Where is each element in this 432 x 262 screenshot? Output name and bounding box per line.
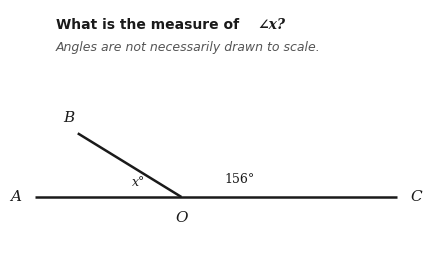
Text: ∠x?: ∠x?: [257, 18, 285, 32]
Text: What is the measure of: What is the measure of: [56, 18, 244, 32]
Text: O: O: [175, 211, 187, 225]
Text: x°: x°: [132, 176, 145, 189]
Text: C: C: [410, 190, 422, 204]
Text: 156°: 156°: [225, 173, 255, 185]
Text: B: B: [64, 111, 75, 125]
Text: A: A: [11, 190, 22, 204]
Text: Angles are not necessarily drawn to scale.: Angles are not necessarily drawn to scal…: [56, 41, 321, 54]
